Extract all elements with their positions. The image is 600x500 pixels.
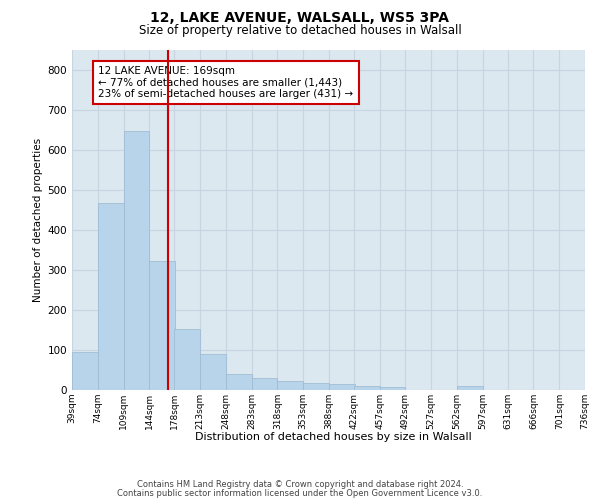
Text: 12 LAKE AVENUE: 169sqm
← 77% of detached houses are smaller (1,443)
23% of semi-: 12 LAKE AVENUE: 169sqm ← 77% of detached… [98, 66, 353, 99]
Text: Contains HM Land Registry data © Crown copyright and database right 2024.: Contains HM Land Registry data © Crown c… [137, 480, 463, 489]
Bar [380, 387, 406, 390]
Bar [303, 383, 329, 390]
Bar [98, 203, 124, 390]
Bar [175, 329, 200, 390]
Text: Contains public sector information licensed under the Open Government Licence v3: Contains public sector information licen… [118, 488, 482, 498]
Bar [124, 131, 149, 390]
Text: 12, LAKE AVENUE, WALSALL, WS5 3PA: 12, LAKE AVENUE, WALSALL, WS5 3PA [151, 11, 449, 25]
Bar [354, 386, 380, 390]
Bar [200, 354, 226, 390]
Text: Distribution of detached houses by size in Walsall: Distribution of detached houses by size … [194, 432, 472, 442]
Bar [72, 352, 98, 390]
Bar [277, 381, 303, 390]
Bar [226, 374, 251, 390]
Bar [149, 261, 175, 390]
Bar [457, 386, 482, 390]
Y-axis label: Number of detached properties: Number of detached properties [34, 138, 43, 302]
Bar [329, 384, 355, 390]
Text: Size of property relative to detached houses in Walsall: Size of property relative to detached ho… [139, 24, 461, 37]
Bar [251, 378, 277, 390]
